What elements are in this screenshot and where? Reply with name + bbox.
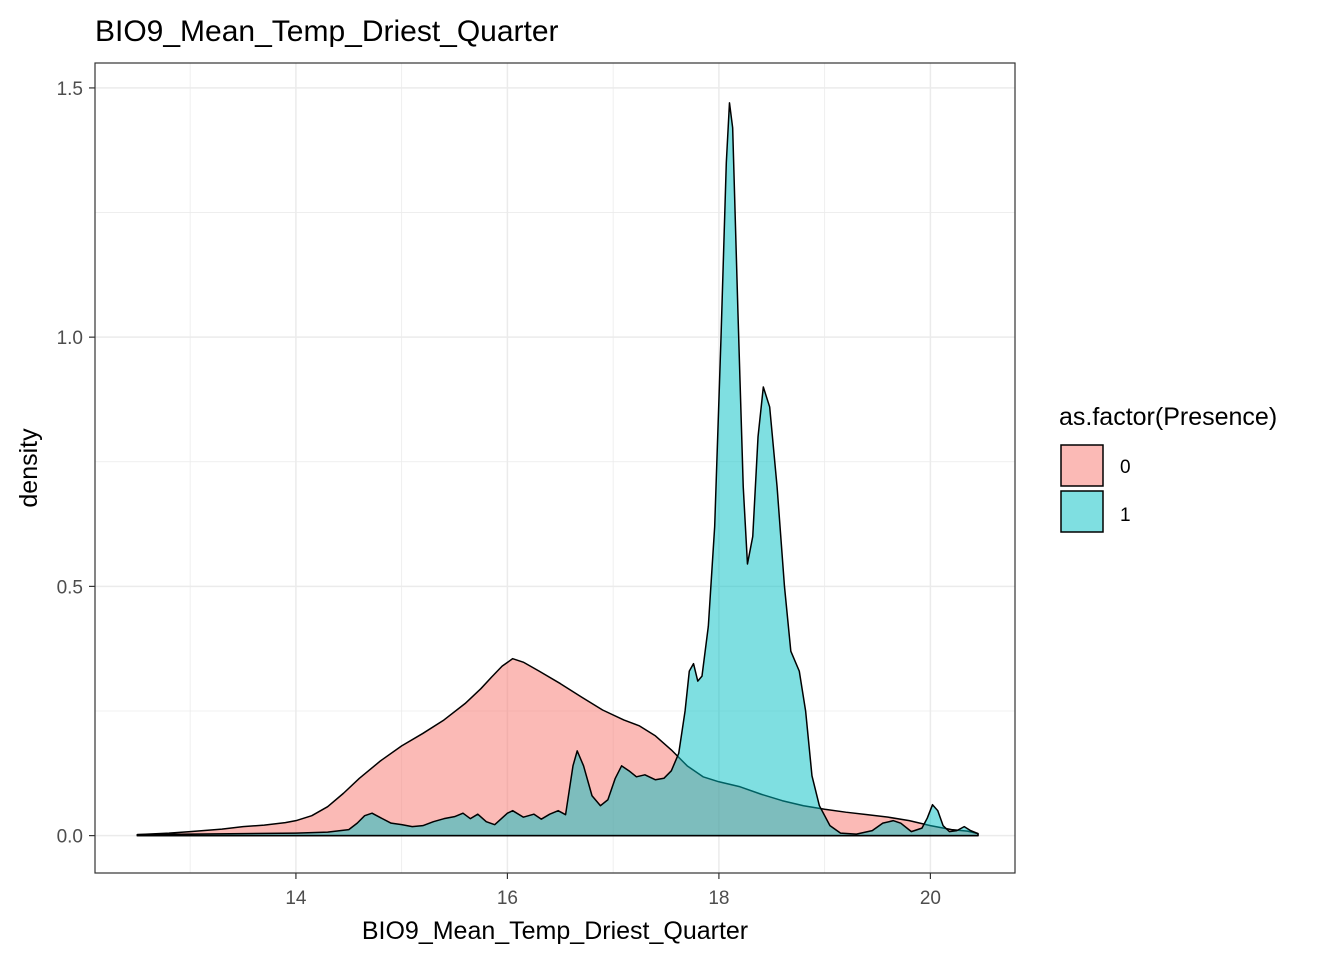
x-tick-label: 14	[285, 888, 307, 909]
y-tick-label: 0.5	[57, 577, 83, 598]
plot-border	[94, 62, 1016, 874]
x-tick-label: 16	[497, 888, 518, 909]
density-area-series-1	[136, 102, 979, 837]
chart-title: BIO9_Mean_Temp_Driest_Quarter	[95, 15, 559, 48]
density-area-series-0	[136, 657, 979, 837]
x-tick-label: 20	[920, 888, 941, 909]
y-tick-label: 1.5	[57, 79, 83, 100]
x-tick-label: 18	[708, 888, 729, 909]
axis-ticks: 14 16 18 20 0.0 0.5 1.0 1.5	[57, 79, 941, 909]
legend: as.factor(Presence) 0 1	[1059, 403, 1277, 533]
y-tick-label: 1.0	[57, 328, 83, 349]
legend-label-1: 1	[1120, 505, 1131, 526]
legend-label-0: 0	[1120, 457, 1131, 478]
x-axis-title: BIO9_Mean_Temp_Driest_Quarter	[362, 917, 748, 945]
legend-key-1	[1060, 490, 1104, 533]
legend-title: as.factor(Presence)	[1059, 403, 1277, 431]
legend-key-0	[1060, 444, 1104, 487]
density-areas	[136, 102, 979, 837]
y-tick-label: 0.0	[57, 827, 83, 848]
y-axis-title: density	[15, 428, 43, 508]
